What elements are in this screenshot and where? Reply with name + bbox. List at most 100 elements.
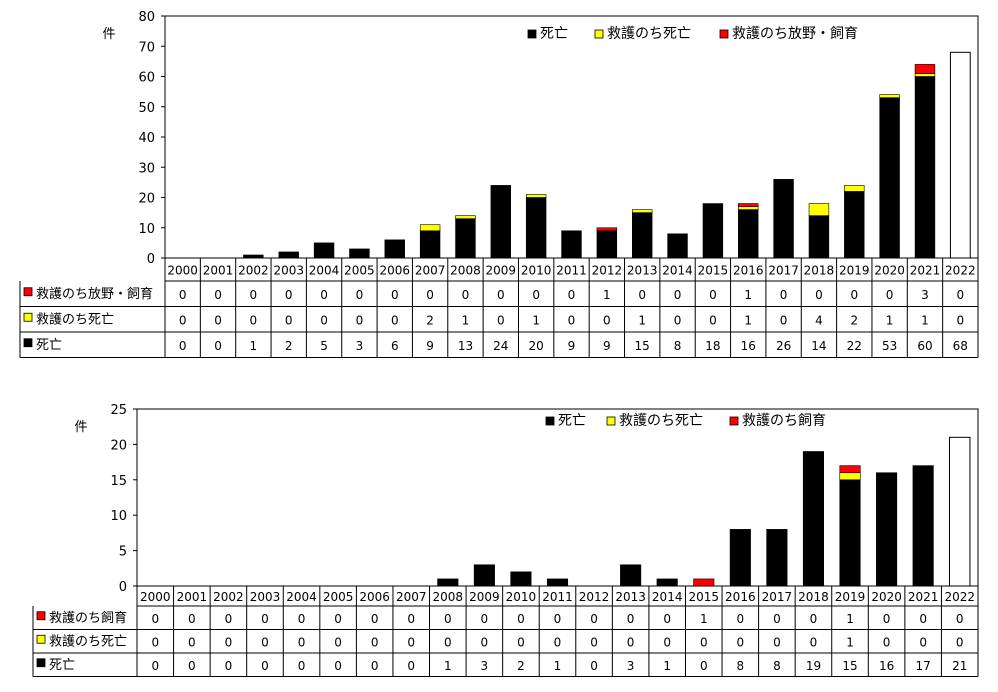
bar-2010-1	[525, 194, 547, 198]
legend-swatch	[594, 29, 604, 39]
y-tick-label: 30	[138, 161, 155, 176]
data-label: 0	[356, 313, 364, 327]
table-row-label: 救護のち死亡	[49, 633, 127, 649]
bar-2021-0	[914, 76, 936, 259]
data-label: 0	[298, 612, 306, 626]
data-label: 0	[334, 659, 342, 673]
x-tick-label: 2004	[286, 590, 317, 604]
legend-label: 救護のち死亡	[619, 413, 703, 429]
legend-label: 死亡	[540, 26, 568, 42]
data-label: 22	[847, 339, 862, 353]
data-label: 0	[532, 288, 540, 302]
x-tick-label: 2010	[506, 590, 537, 604]
data-label: 0	[261, 659, 269, 673]
bar-2018-1	[808, 203, 830, 216]
data-label: 9	[426, 339, 434, 353]
x-tick-label: 2003	[273, 264, 304, 278]
data-label: 1	[554, 659, 562, 673]
data-label: 4	[815, 313, 823, 327]
data-label: 53	[882, 339, 897, 353]
bar-2019-1	[839, 472, 861, 481]
x-tick-label: 2007	[396, 590, 427, 604]
data-label: 15	[842, 659, 857, 673]
data-label: 8	[737, 659, 745, 673]
bar-2013-1	[631, 209, 653, 213]
data-label: 0	[590, 612, 598, 626]
data-label: 0	[780, 288, 788, 302]
legend-swatch	[729, 416, 739, 426]
bar-2013-0	[620, 564, 642, 587]
bar-2003-0	[278, 251, 299, 259]
data-label: 16	[741, 339, 756, 353]
data-label: 60	[917, 339, 932, 353]
data-label: 8	[773, 659, 781, 673]
x-tick-label: 2012	[579, 590, 610, 604]
x-tick-label: 2018	[804, 264, 835, 278]
x-tick-label: 2016	[725, 590, 756, 604]
data-label: 24	[493, 339, 508, 353]
x-tick-label: 2001	[177, 590, 208, 604]
data-label: 1	[250, 339, 258, 353]
data-label: 1	[638, 313, 646, 327]
x-tick-label: 2003	[250, 590, 281, 604]
bar-2009-0	[473, 564, 495, 587]
data-label: 0	[334, 635, 342, 649]
data-label: 2	[850, 313, 858, 327]
x-tick-label: 2016	[733, 264, 764, 278]
data-label: 0	[919, 635, 927, 649]
data-label: 0	[320, 313, 328, 327]
bar-2012-0	[596, 230, 618, 259]
table-row-swatch	[36, 611, 46, 621]
data-label: 3	[481, 659, 489, 673]
table-row-label: 救護のち放野・飼育	[36, 286, 153, 302]
bar-2020-0	[879, 97, 900, 259]
data-label: 0	[356, 288, 364, 302]
data-label: 0	[391, 288, 399, 302]
data-label: 0	[627, 635, 635, 649]
bar-2018-0	[802, 451, 824, 587]
x-tick-label: 2000	[167, 264, 198, 278]
data-label: 18	[705, 339, 720, 353]
bar-2016-0	[729, 529, 751, 587]
data-label: 2	[285, 339, 293, 353]
data-label: 0	[444, 635, 452, 649]
data-label: 0	[674, 313, 682, 327]
y-tick-label: 20	[110, 438, 127, 453]
data-label: 0	[815, 288, 823, 302]
x-tick-label: 2015	[698, 264, 729, 278]
data-label: 0	[674, 288, 682, 302]
data-label: 0	[225, 635, 233, 649]
data-label: 1	[886, 313, 894, 327]
x-tick-label: 2013	[627, 264, 658, 278]
bar-2005-0	[349, 248, 370, 259]
table-row-swatch	[36, 634, 46, 644]
bar-2011-0	[546, 578, 569, 587]
data-label: 0	[151, 659, 159, 673]
y-tick-label: 0	[119, 580, 127, 595]
x-tick-label: 2015	[688, 590, 719, 604]
bar-2017-0	[773, 179, 794, 259]
data-label: 0	[151, 612, 159, 626]
table-row-swatch	[23, 287, 33, 297]
data-label: 1	[603, 288, 611, 302]
bar-2020-1	[879, 94, 900, 98]
x-tick-label: 2011	[542, 590, 573, 604]
bar-2016-2	[738, 203, 759, 207]
data-label: 1	[846, 612, 854, 626]
x-tick-label: 2020	[874, 264, 905, 278]
data-label: 0	[568, 288, 576, 302]
x-tick-label: 2013	[615, 590, 646, 604]
x-tick-label: 2009	[469, 590, 500, 604]
bar-2016-1	[738, 206, 759, 210]
data-label: 0	[700, 635, 708, 649]
table-row-swatch	[36, 658, 46, 668]
bar-2019-0	[839, 479, 861, 587]
data-label: 0	[371, 635, 379, 649]
bar-2012-2	[596, 227, 618, 232]
data-label: 0	[737, 612, 745, 626]
bar-2022-projection	[949, 51, 971, 259]
x-tick-label: 2000	[140, 590, 171, 604]
y-tick-label: 15	[110, 474, 127, 489]
x-tick-label: 2022	[944, 590, 975, 604]
data-label: 0	[407, 612, 415, 626]
